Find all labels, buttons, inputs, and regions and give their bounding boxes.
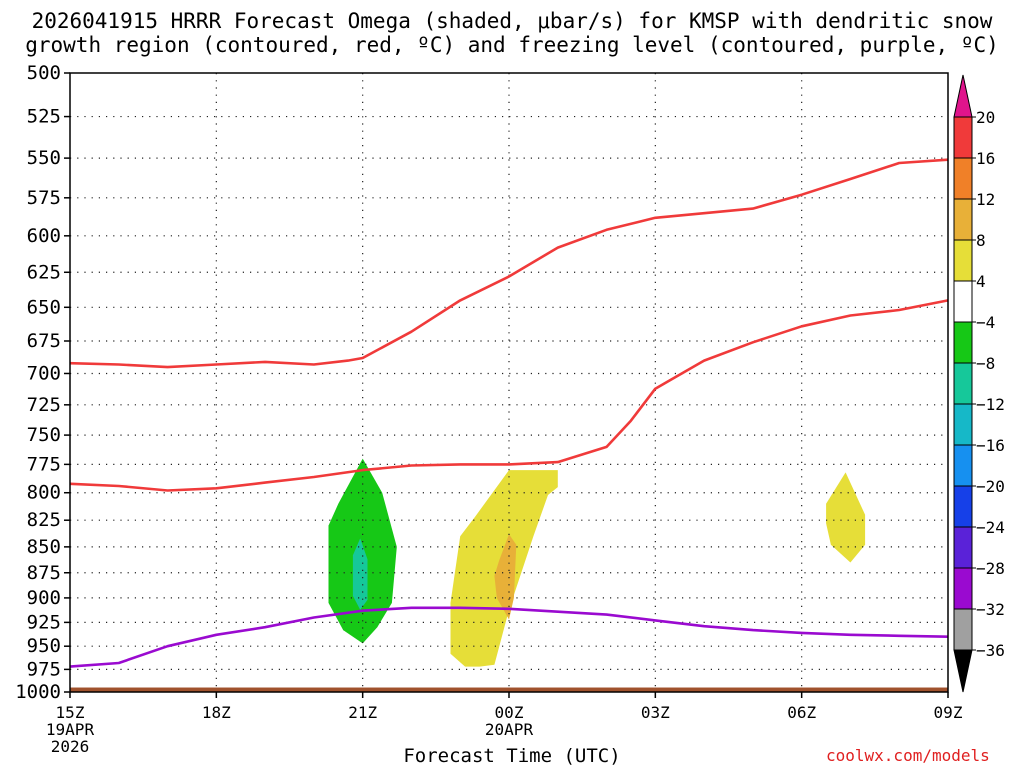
x-tick-label-09Z: 09Z bbox=[934, 703, 963, 722]
x-tick-label-21Z: 21Z bbox=[348, 703, 377, 722]
colorbar-label-11: −28 bbox=[976, 559, 1005, 578]
colorbar-label-6: −8 bbox=[976, 354, 995, 373]
colorbar-segment-7 bbox=[953, 403, 973, 446]
y-tick-label-775: 775 bbox=[27, 453, 61, 475]
x-tick-label-18Z: 18Z bbox=[202, 703, 231, 722]
colorbar-label-1: 16 bbox=[976, 149, 995, 168]
y-tick-label-875: 875 bbox=[27, 562, 61, 584]
colorbar-segment-2 bbox=[953, 198, 973, 241]
contour-line-0 bbox=[69, 158, 949, 369]
omega-shading bbox=[328, 458, 866, 667]
y-tick-label-900: 900 bbox=[27, 587, 61, 609]
colorbar-segment-12 bbox=[953, 608, 973, 651]
y-tick-label-800: 800 bbox=[27, 482, 61, 504]
y-tick-label-725: 725 bbox=[27, 394, 61, 416]
y-tick-label-625: 625 bbox=[27, 261, 61, 283]
axes: 500 525 550 575 600 625 650 675 700 725 750 775 800 8… bbox=[15, 62, 963, 756]
y-tick-label-600: 600 bbox=[27, 225, 61, 247]
chart-title-line2: growth region (contoured, red, ºC) and f… bbox=[25, 33, 999, 57]
colorbar-segment-1 bbox=[953, 157, 973, 200]
source-url[interactable]: coolwx.com/models bbox=[826, 746, 990, 765]
colorbar-segment-6 bbox=[953, 362, 973, 405]
colorbar-top-extend bbox=[953, 74, 973, 118]
y-tick-label-525: 525 bbox=[27, 106, 61, 128]
colorbar-label-7: −12 bbox=[976, 395, 1005, 414]
chart-title-line1: 2026041915 HRRR Forecast Omega (shaded, … bbox=[31, 9, 993, 33]
grid bbox=[70, 73, 948, 692]
colorbar-label-9: −20 bbox=[976, 477, 1005, 496]
colorbar-segment-11 bbox=[953, 567, 973, 610]
colorbar-label-13: −36 bbox=[976, 641, 1005, 660]
x-tick-label-15Z: 15Z bbox=[56, 703, 85, 722]
y-tick-label-750: 750 bbox=[27, 424, 61, 446]
y-tick-label-825: 825 bbox=[27, 509, 61, 531]
omega-region-1 bbox=[352, 538, 368, 610]
omega-region-3 bbox=[494, 534, 517, 620]
colorbar-segment-9 bbox=[953, 485, 973, 528]
colorbar-label-5: −4 bbox=[976, 313, 995, 332]
x-date-label-20APR: 20APR bbox=[485, 720, 534, 739]
contour-lines bbox=[69, 158, 949, 668]
ground-strip bbox=[70, 687, 948, 692]
colorbar-segment-3 bbox=[953, 239, 973, 282]
colorbar-label-0: 20 bbox=[976, 108, 995, 127]
x-tick-label-00Z: 00Z bbox=[495, 703, 524, 722]
colorbar-label-8: −16 bbox=[976, 436, 1005, 455]
contour-line-1 bbox=[69, 299, 949, 492]
y-tick-label-700: 700 bbox=[27, 362, 61, 384]
y-tick-label-500: 500 bbox=[27, 62, 61, 84]
y-tick-label-550: 550 bbox=[27, 147, 61, 169]
colorbar-segment-10 bbox=[953, 526, 973, 569]
x-year-label-2026: 2026 bbox=[51, 737, 90, 756]
colorbar-label-3: 8 bbox=[976, 231, 986, 250]
colorbar-segment-5 bbox=[953, 321, 973, 364]
colorbar-segment-4 bbox=[953, 280, 973, 323]
y-tick-label-650: 650 bbox=[27, 296, 61, 318]
x-axis-label: Forecast Time (UTC) bbox=[403, 745, 621, 767]
y-tick-label-575: 575 bbox=[27, 187, 61, 209]
colorbar-bottom-extend bbox=[953, 649, 973, 693]
x-tick-label-06Z: 06Z bbox=[787, 703, 816, 722]
colorbar-label-2: 12 bbox=[976, 190, 995, 209]
ground-layer bbox=[70, 687, 948, 692]
y-tick-label-975: 975 bbox=[27, 658, 61, 680]
y-tick-label-925: 925 bbox=[27, 611, 61, 633]
contour-line-2 bbox=[69, 606, 949, 668]
y-tick-label-850: 850 bbox=[27, 536, 61, 558]
y-tick-label-675: 675 bbox=[27, 330, 61, 352]
colorbar-label-12: −32 bbox=[976, 600, 1005, 619]
colorbar-segment-0 bbox=[953, 116, 973, 159]
y-tick-label-1000: 1000 bbox=[15, 681, 61, 703]
colorbar: 20 16 12 8 4 −4 −8 −12 −16 −20 −24 −28 −32 −36 bbox=[953, 74, 1005, 693]
omega-region-4 bbox=[826, 472, 866, 563]
x-date-label-19APR: 19APR bbox=[46, 720, 95, 739]
x-tick-label-03Z: 03Z bbox=[641, 703, 670, 722]
colorbar-label-4: 4 bbox=[976, 272, 986, 291]
y-tick-label-950: 950 bbox=[27, 635, 61, 657]
colorbar-segment-8 bbox=[953, 444, 973, 487]
colorbar-label-10: −24 bbox=[976, 518, 1005, 537]
